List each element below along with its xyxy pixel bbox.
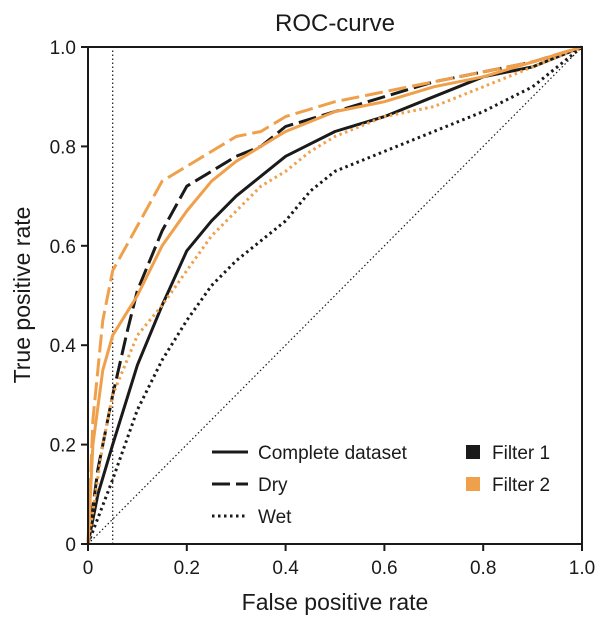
- legend-filter-label: Filter 2: [492, 475, 550, 496]
- legend-style-label: Complete dataset: [258, 443, 408, 464]
- y-tick-label: 0.4: [50, 336, 77, 357]
- legend-style-label: Wet: [258, 507, 292, 528]
- legend-style-label: Dry: [258, 475, 288, 496]
- reference-lines: [88, 47, 582, 544]
- y-axis-ticks: 0 0.2 0.4 0.6 0.8 1.0: [50, 38, 88, 556]
- x-tick-label: 0.8: [470, 558, 496, 579]
- x-tick-label: 0.6: [371, 558, 397, 579]
- y-tick-label: 0.8: [50, 137, 76, 158]
- x-tick-label: 1.0: [569, 558, 595, 579]
- x-axis-ticks: 0 0.2 0.4 0.6 0.8 1.0: [83, 544, 596, 579]
- x-axis-label: False positive rate: [242, 589, 429, 615]
- legend-swatch: [466, 477, 480, 491]
- plot-area: [88, 47, 582, 544]
- legend: Complete dataset Dry Wet Filter 1 Filter 2: [212, 443, 550, 528]
- chart-title: ROC-curve: [275, 10, 395, 37]
- y-tick-label: 0: [65, 535, 76, 556]
- y-tick-label: 0.6: [50, 237, 76, 258]
- legend-swatch: [466, 445, 480, 459]
- x-tick-label: 0: [83, 558, 94, 579]
- y-tick-label: 1.0: [50, 38, 76, 59]
- legend-filter-label: Filter 1: [492, 443, 550, 464]
- chance-diagonal-line: [88, 47, 582, 544]
- x-tick-label: 0.2: [174, 558, 200, 579]
- y-axis-label: True positive rate: [9, 207, 35, 384]
- x-tick-label: 0.4: [272, 558, 299, 579]
- y-tick-label: 0.2: [50, 436, 76, 457]
